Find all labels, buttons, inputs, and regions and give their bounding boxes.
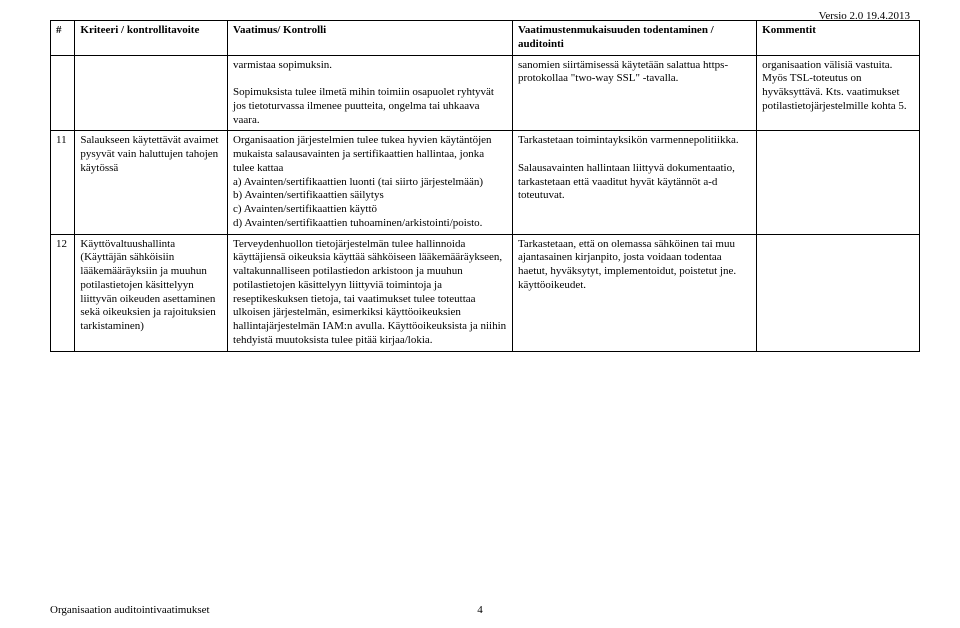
cell-verification: Tarkastetaan toimintayksikön varmennepol… — [512, 131, 756, 234]
footer-page-number: 4 — [477, 604, 483, 616]
col-header-verification: Vaatimustenmukaisuuden todentaminen / au… — [512, 21, 756, 56]
cell-comments — [757, 234, 920, 351]
cell-criteria: Käyttövaltuushallinta (Käyttäjän sähköis… — [75, 234, 228, 351]
table-row: 12 Käyttövaltuushallinta (Käyttäjän sähk… — [51, 234, 920, 351]
cell-comments — [757, 131, 920, 234]
table-header-row: # Kriteeri / kontrollitavoite Vaatimus/ … — [51, 21, 920, 56]
cell-requirement: Terveydenhuollon tietojärjestelmän tulee… — [228, 234, 513, 351]
col-header-num: # — [51, 21, 75, 56]
col-header-comments: Kommentit — [757, 21, 920, 56]
cell-num: 12 — [51, 234, 75, 351]
table-row: 11 Salaukseen käytettävät avaimet pysyvä… — [51, 131, 920, 234]
cell-verification: Tarkastetaan, että on olemassa sähköinen… — [512, 234, 756, 351]
col-header-criteria: Kriteeri / kontrollitavoite — [75, 21, 228, 56]
cell-requirement: varmistaa sopimuksin. Sopimuksista tulee… — [228, 55, 513, 131]
requirements-table: # Kriteeri / kontrollitavoite Vaatimus/ … — [50, 20, 920, 352]
page-footer: Organisaation auditointivaatimukset 4 — [50, 604, 910, 616]
table-row: varmistaa sopimuksin. Sopimuksista tulee… — [51, 55, 920, 131]
cell-criteria — [75, 55, 228, 131]
cell-num — [51, 55, 75, 131]
footer-left: Organisaation auditointivaatimukset — [50, 604, 210, 616]
cell-comments: organisaation välisiä vastuita. Myös TSL… — [757, 55, 920, 131]
cell-criteria: Salaukseen käytettävät avaimet pysyvät v… — [75, 131, 228, 234]
col-header-requirement: Vaatimus/ Kontrolli — [228, 21, 513, 56]
cell-requirement: Organisaation järjestelmien tulee tukea … — [228, 131, 513, 234]
version-label: Versio 2.0 19.4.2013 — [819, 10, 910, 22]
cell-verification: sanomien siirtämisessä käytetään salattu… — [512, 55, 756, 131]
cell-num: 11 — [51, 131, 75, 234]
